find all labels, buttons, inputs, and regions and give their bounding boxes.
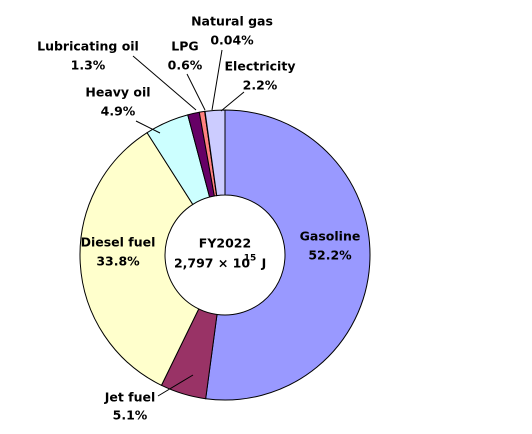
slice-label: Diesel fuel [81,235,156,250]
leader-line [186,73,206,111]
value-label: 4.9% [101,104,136,119]
center-total: 2,797 × 10 [174,256,250,271]
value-label: 52.2% [308,248,352,263]
slice-label: Gasoline [300,229,361,244]
labels: Gasoline 52.2% Jet fuel 5.1% Diesel fuel 33.8… [37,14,360,423]
leader-line [220,91,245,112]
value-label: 0.6% [168,58,203,73]
slice [204,109,226,197]
slice-label: Natural gas [191,14,273,29]
value-label: 2.2% [243,78,278,93]
leader-line [157,374,194,397]
leader-line [132,55,197,111]
leader-line [211,49,223,111]
slices [79,109,371,401]
value-label: 0.04% [210,33,254,48]
center-title: FY2022 [199,236,251,251]
slice-label: Lubricating oil [37,39,139,54]
value-label: 33.8% [96,254,140,269]
slice-label: Electricity [225,59,296,74]
slice [205,109,371,401]
slice-label: LPG [171,39,198,54]
slice-label: Heavy oil [85,85,150,100]
value-label: 5.1% [113,408,148,423]
slice [79,132,200,387]
center-exponent: 15 [244,254,257,264]
leader-line [135,120,161,134]
slice-label: Jet fuel [104,390,156,405]
value-label: 1.3% [71,58,106,73]
center-unit: J [261,256,267,271]
